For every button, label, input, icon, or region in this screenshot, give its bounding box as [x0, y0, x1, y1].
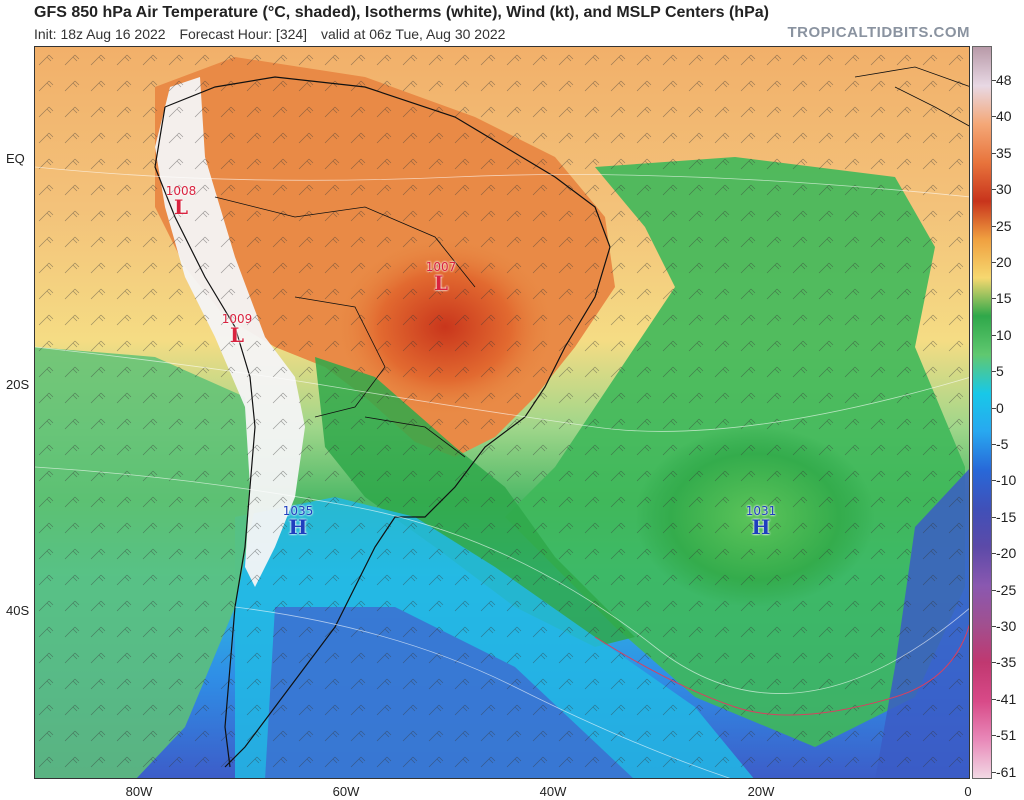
colorbar-label: -10	[996, 472, 1017, 489]
pressure-value: 1009	[221, 312, 253, 326]
low-pressure-center: 1007 L	[426, 261, 457, 293]
colorbar-label: 15	[996, 290, 1012, 307]
map-title: GFS 850 hPa Air Temperature (°C, shaded)…	[34, 4, 769, 21]
isotherm-line	[35, 466, 969, 694]
map-header: GFS 850 hPa Air Temperature (°C, shaded)…	[0, 0, 1024, 46]
colorbar-label: -30	[996, 618, 1017, 634]
pressure-letter: L	[433, 271, 449, 295]
country-borders	[214, 196, 476, 458]
colorbar-label: -51	[996, 727, 1017, 744]
lon-label-40w: 40W	[539, 784, 567, 799]
wind-barbs	[35, 47, 969, 778]
coastline-west	[154, 106, 256, 768]
colorbar-label: 20	[996, 254, 1012, 270]
colorbar-label: 25	[996, 217, 1012, 234]
africa-coastline	[854, 66, 969, 127]
lon-label-0: 0	[964, 784, 972, 799]
colorbar-label: 10	[996, 326, 1012, 343]
low-pressure-center: 1008 L	[166, 185, 197, 217]
colorbar-tick	[992, 298, 996, 300]
colorbar-label: 5	[996, 363, 1004, 380]
lon-label-60w: 60W	[332, 784, 360, 799]
lat-label-20s: 20S	[6, 377, 30, 392]
temperature-colorbar	[972, 46, 992, 779]
colorbar-label: -41	[996, 690, 1017, 707]
brand-watermark: TROPICALTIDBITS.COM	[787, 24, 970, 41]
colorbar-tick	[992, 262, 996, 263]
colorbar-label: 40	[996, 108, 1012, 125]
colorbar-label: -15	[996, 508, 1017, 525]
pressure-letter: L	[229, 323, 245, 347]
colorbar-tick	[992, 116, 996, 118]
lon-label-20w: 20W	[747, 784, 775, 799]
colorbar-tick	[992, 771, 996, 773]
map-subtitle: Init: 18z Aug 16 2022 Forecast Hour: [32…	[34, 26, 515, 42]
colorbar-label: -25	[996, 581, 1017, 598]
lon-label-80w: 80W	[125, 784, 153, 799]
freezing-contour	[594, 623, 969, 716]
lat-label-eq: EQ	[6, 151, 25, 166]
forecast-hour: Forecast Hour: [324]	[179, 26, 308, 42]
colorbar-tick	[992, 698, 996, 700]
init-time: Init: 18z Aug 16 2022	[34, 26, 166, 42]
pressure-value: 1007	[425, 260, 457, 274]
colorbar-tick	[992, 480, 996, 482]
colorbar-label: -35	[996, 654, 1017, 671]
map-canvas	[35, 47, 969, 778]
high-pressure-center: 1031 H	[746, 505, 777, 537]
valid-time: valid at 06z Tue, Aug 30 2022	[320, 26, 506, 42]
colorbar-tick	[992, 225, 996, 227]
colorbar-tick	[992, 444, 996, 445]
colorbar-label: 48	[996, 72, 1012, 88]
colorbar-tick	[992, 589, 996, 591]
colorbar-label: 0	[996, 399, 1004, 416]
colorbar-tick	[992, 553, 996, 555]
colorbar-tick	[992, 407, 996, 409]
temperature-map: 1008 L 1007 L 1009 L 1035 H 1031 H	[34, 46, 970, 779]
pressure-letter: H	[288, 515, 308, 539]
colorbar-label: 35	[996, 144, 1012, 161]
colorbar-tick	[992, 735, 996, 737]
pressure-value: 1031	[745, 504, 777, 518]
pressure-value: 1008	[165, 184, 197, 198]
colorbar-tick	[992, 189, 996, 191]
colorbar-tick	[992, 334, 996, 336]
pressure-value: 1035	[282, 504, 314, 518]
lat-label-40s: 40S	[6, 603, 30, 618]
isotherm-line	[234, 606, 731, 778]
colorbar-tick	[992, 626, 996, 627]
colorbar-tick	[992, 516, 996, 518]
colorbar-tick	[992, 662, 996, 664]
colorbar-label: -20	[996, 545, 1017, 562]
colorbar-tick	[992, 80, 996, 81]
coastline-east	[164, 76, 611, 768]
low-pressure-center: 1009 L	[222, 313, 253, 345]
isotherm-line	[35, 346, 969, 432]
colorbar-label: -5	[996, 436, 1009, 452]
colorbar-label: 30	[996, 181, 1012, 198]
colorbar-label: -61	[996, 763, 1017, 780]
pressure-letter: H	[751, 515, 771, 539]
isotherm-line	[35, 166, 969, 198]
high-pressure-center: 1035 H	[283, 505, 314, 537]
colorbar-tick	[992, 371, 996, 373]
colorbar-tick	[992, 152, 996, 154]
pressure-letter: L	[173, 195, 189, 219]
